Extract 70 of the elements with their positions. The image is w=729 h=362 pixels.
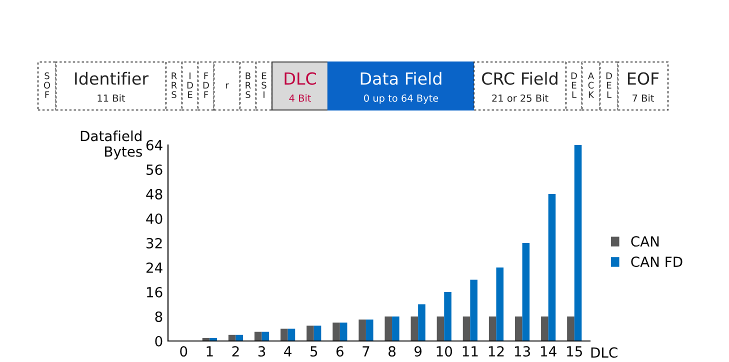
bar bbox=[548, 194, 556, 341]
x-tick-label: 10 bbox=[436, 346, 452, 357]
bar bbox=[522, 243, 530, 341]
bar bbox=[496, 268, 504, 341]
x-tick-label: 5 bbox=[310, 346, 318, 357]
bar bbox=[384, 316, 392, 341]
bar bbox=[444, 292, 452, 341]
legend-label: CAN bbox=[631, 236, 659, 247]
x-tick-label: 6 bbox=[336, 346, 344, 357]
bar bbox=[488, 316, 496, 341]
bar bbox=[236, 334, 244, 341]
x-tick-label: 14 bbox=[541, 346, 556, 356]
x-tick-label: 8 bbox=[388, 346, 396, 357]
bar bbox=[392, 316, 400, 341]
text: EOF 7 Bit bbox=[628, 72, 659, 102]
text: DLC 4 Bit bbox=[284, 72, 316, 102]
x-tick-label: 3 bbox=[258, 346, 266, 357]
y-tick-label: 48 bbox=[146, 188, 162, 200]
x-tick-label: 2 bbox=[232, 346, 239, 356]
text: D E L bbox=[571, 72, 577, 98]
x-tick-label: 7 bbox=[362, 346, 370, 356]
text: I D E bbox=[187, 72, 193, 98]
bar bbox=[436, 316, 444, 341]
y-tick-label: 64 bbox=[146, 140, 162, 150]
y-tick-label: 8 bbox=[155, 311, 162, 322]
text: S O F bbox=[44, 72, 50, 98]
y-tick-label: 0 bbox=[155, 336, 162, 346]
bar bbox=[567, 316, 574, 341]
y-axis-title: Datafield Bytes bbox=[80, 130, 142, 160]
x-tick-label: 12 bbox=[488, 346, 504, 356]
text: r bbox=[226, 83, 229, 88]
text: A C K bbox=[588, 72, 594, 98]
x-tick-label: 4 bbox=[284, 346, 292, 356]
bar bbox=[366, 320, 374, 341]
bar bbox=[306, 326, 314, 341]
bar bbox=[574, 145, 582, 341]
y-tick-label: 40 bbox=[146, 213, 162, 224]
bar bbox=[410, 316, 418, 341]
bar bbox=[462, 316, 470, 341]
text: D E L bbox=[606, 72, 612, 98]
y-tick-label: 56 bbox=[146, 164, 162, 175]
text: CRC Field 21 or 25 Bit bbox=[482, 72, 558, 102]
x-axis-title: DLC bbox=[591, 347, 618, 358]
text: Identifier 11 Bit bbox=[75, 72, 149, 102]
bar bbox=[541, 316, 548, 341]
x-tick-label: 9 bbox=[414, 346, 422, 357]
bar bbox=[358, 320, 366, 341]
x-tick-label: 15 bbox=[567, 346, 582, 357]
bar bbox=[314, 326, 322, 341]
bar bbox=[470, 280, 478, 341]
x-tick-label: 1 bbox=[206, 346, 213, 356]
text: F D F bbox=[203, 72, 209, 98]
text: R R S bbox=[172, 72, 177, 98]
bar bbox=[340, 322, 348, 341]
legend-label: CAN FD bbox=[631, 256, 682, 268]
text: Data Field 0 up to 64 Byte bbox=[360, 72, 442, 104]
y-tick-label: 32 bbox=[146, 238, 162, 248]
text: E S I bbox=[262, 72, 266, 98]
bar bbox=[288, 328, 296, 341]
bar bbox=[418, 304, 426, 341]
bar bbox=[280, 328, 288, 341]
text: B R S bbox=[246, 72, 251, 98]
y-tick-label: 16 bbox=[146, 286, 162, 298]
x-tick-label: 0 bbox=[180, 346, 188, 357]
y-tick-label: 24 bbox=[146, 262, 162, 273]
bar bbox=[254, 332, 262, 341]
bar bbox=[332, 322, 340, 341]
bar bbox=[514, 316, 522, 341]
x-tick-label: 13 bbox=[514, 346, 530, 357]
x-tick-label: 11 bbox=[462, 346, 478, 356]
